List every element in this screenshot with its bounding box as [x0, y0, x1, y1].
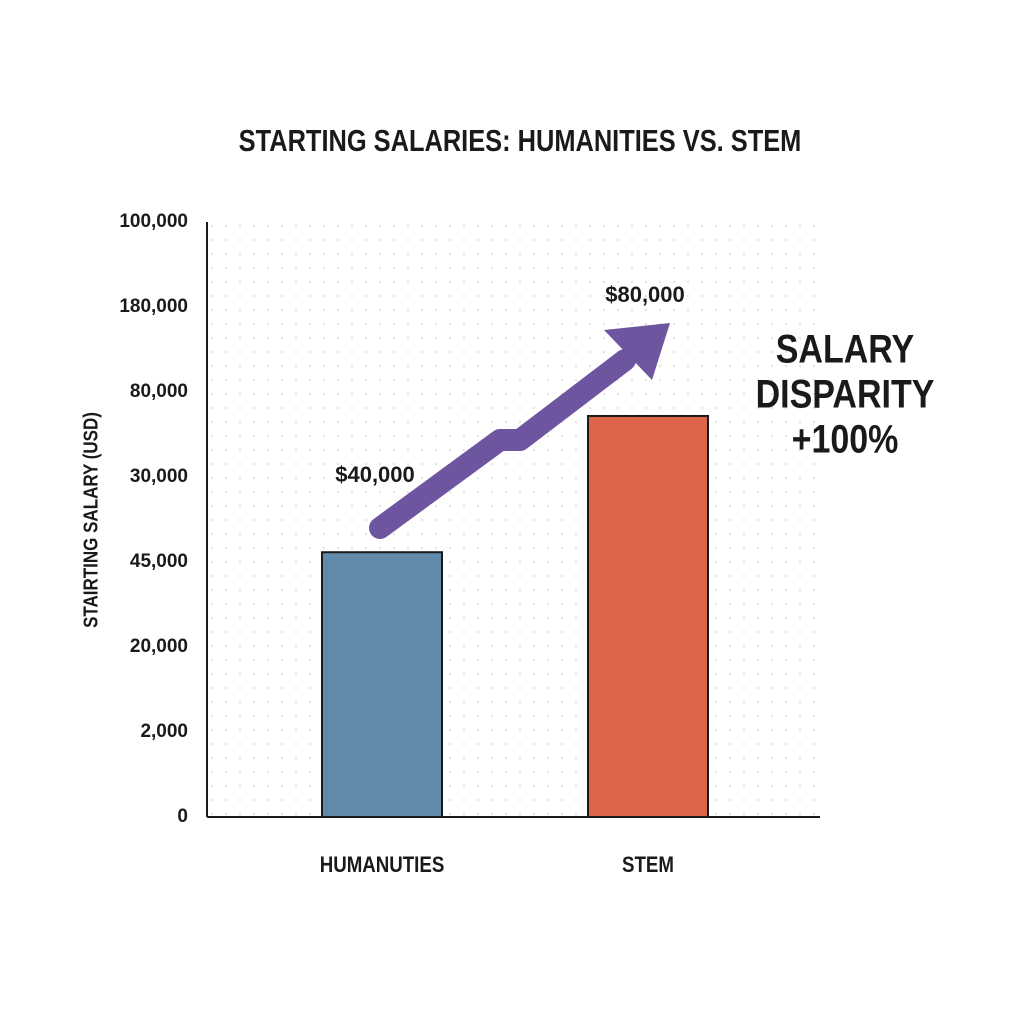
y-axis-label: STAIRTING SALARY (USD): [79, 412, 102, 628]
arrow: [369, 349, 636, 539]
annotation: $80,000: [605, 282, 685, 307]
callout: SALARY: [776, 326, 915, 371]
y-tick-label: 180,000: [119, 296, 188, 317]
plot-area: 0 2,000 20,000 45,000 30,000 80,000 180,000 100…: [119, 211, 820, 877]
callout: DISPARITY: [756, 371, 935, 416]
grid: [207, 222, 820, 817]
y-tick-label: 80,000: [130, 381, 188, 402]
arrow-head: [604, 323, 670, 380]
bar: [321, 551, 443, 818]
y-tick-label: 100,000: [119, 211, 188, 232]
x-tick-label: HUMANUTIES: [320, 853, 445, 877]
y-tick-label: 45,000: [130, 551, 188, 572]
y-tick-label: 0: [177, 806, 188, 827]
chart-title: STARTING SALARIES: HUMANITIES VS. STEM: [239, 124, 802, 159]
y-tick-label: 30,000: [130, 466, 188, 487]
bar: [587, 414, 709, 818]
annotation: $40,000: [335, 462, 415, 487]
x-tick-label: STEM: [622, 853, 674, 877]
y-tick-label: 2,000: [140, 721, 188, 742]
y-tick-label: 20,000: [130, 636, 188, 657]
callout: +100%: [792, 416, 899, 461]
